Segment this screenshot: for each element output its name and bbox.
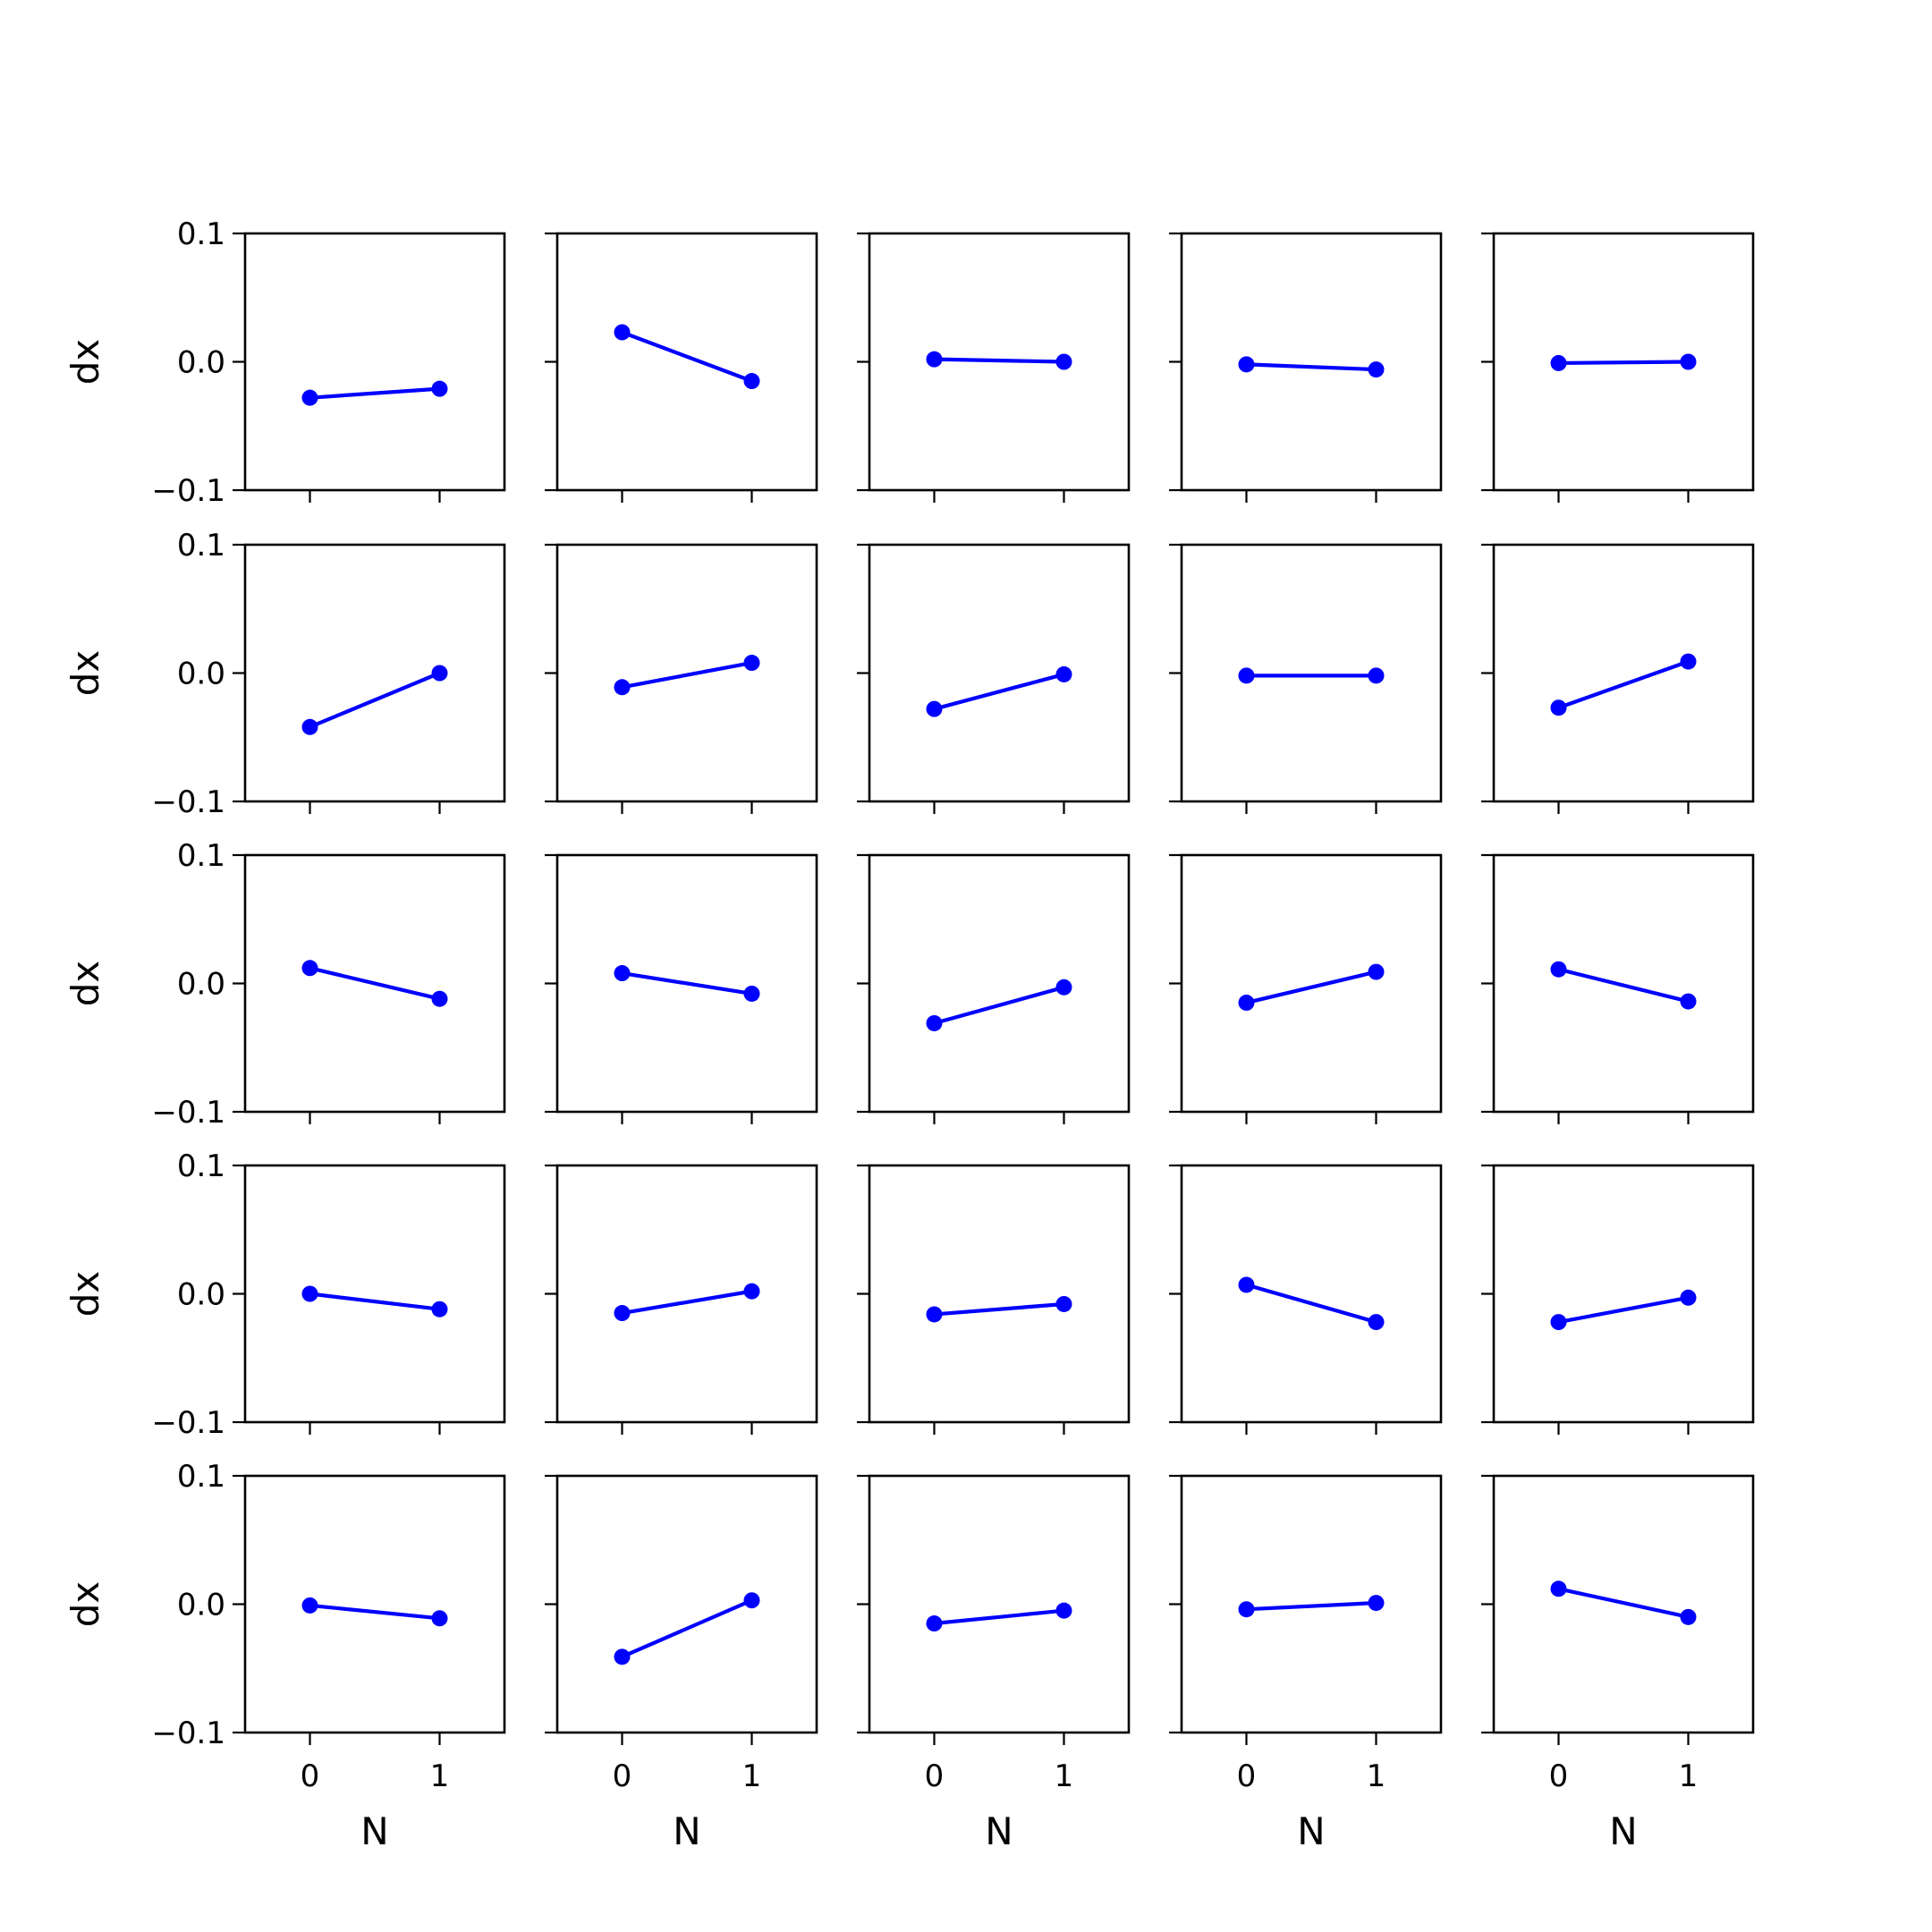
data-point [744,1592,760,1608]
x-tick-label: 0 [301,1758,320,1794]
data-point [432,381,448,397]
y-axis-label: dx [64,961,107,1007]
data-point [1551,699,1567,716]
y-tick-label: 0.1 [177,838,225,874]
data-point [1551,355,1567,371]
data-point [1239,995,1255,1011]
data-point [1056,979,1072,996]
x-tick-label: 1 [1055,1758,1074,1794]
data-point [1368,361,1385,377]
data-point [432,1301,448,1318]
data-point [1368,1314,1385,1330]
data-point [432,1610,448,1626]
x-tick-label: 1 [742,1758,762,1794]
data-point [1681,354,1697,370]
y-axis-label: dx [64,1581,107,1628]
data-point [1368,667,1385,683]
x-tick-label: 0 [1549,1758,1569,1794]
data-point [927,1015,943,1031]
y-axis-label: dx [64,650,107,697]
data-point [744,655,760,671]
data-point [1681,1290,1697,1306]
x-axis-label: N [1609,1809,1637,1853]
y-tick-label: −0.1 [151,1716,225,1751]
y-tick-label: −0.1 [151,1405,225,1441]
data-point [927,701,943,717]
data-point [927,1306,943,1322]
data-point [1056,1603,1072,1619]
y-tick-label: 0.0 [177,657,225,692]
series-line [935,360,1064,362]
x-axis-label: N [985,1809,1013,1853]
x-axis-label: N [1297,1809,1325,1853]
data-point [1239,1276,1255,1292]
data-point [1056,666,1072,682]
data-point [302,1597,318,1614]
y-tick-label: 0.0 [177,967,225,1003]
data-point [614,1305,631,1321]
y-tick-label: 0.1 [177,528,225,564]
x-tick-label: 1 [1367,1758,1386,1794]
data-point [302,1286,318,1302]
data-point [614,1648,631,1665]
data-point [302,960,318,976]
data-point [432,665,448,682]
y-tick-label: 0.0 [177,345,225,381]
data-point [927,352,943,368]
data-point [1239,356,1255,372]
data-point [302,719,318,735]
data-point [744,373,760,389]
x-tick-label: 0 [1237,1758,1257,1794]
y-tick-label: 0.0 [177,1588,225,1623]
y-axis-label: dx [64,1271,107,1318]
data-point [1681,1609,1697,1625]
y-tick-label: −0.1 [151,473,225,509]
data-point [927,1615,943,1631]
data-point [614,324,631,340]
x-tick-label: 1 [1679,1758,1699,1794]
data-point [1056,354,1072,370]
x-tick-label: 0 [613,1758,632,1794]
y-tick-label: −0.1 [151,784,225,820]
data-point [744,986,760,1002]
y-tick-label: 0.1 [177,1148,225,1184]
data-point [432,991,448,1007]
y-tick-label: 0.1 [177,1459,225,1495]
y-tick-label: 0.1 [177,216,225,252]
data-point [302,390,318,406]
data-point [1681,654,1697,670]
data-point [614,965,631,981]
data-point [744,1284,760,1300]
data-point [614,679,631,695]
x-axis-label: N [673,1809,700,1853]
data-point [1239,667,1255,683]
data-point [1368,1595,1385,1611]
x-tick-label: 1 [430,1758,450,1794]
data-point [1056,1296,1072,1312]
data-point [1551,1314,1567,1330]
y-tick-label: −0.1 [151,1095,225,1131]
y-tick-label: 0.0 [177,1277,225,1313]
data-point [1551,1580,1567,1597]
data-point [1368,964,1385,980]
data-point [1239,1601,1255,1617]
data-point [1551,962,1567,978]
x-tick-label: 0 [925,1758,945,1794]
y-axis-label: dx [64,339,107,386]
series-line [1559,362,1689,363]
x-axis-label: N [360,1809,388,1853]
data-point [1681,994,1697,1010]
